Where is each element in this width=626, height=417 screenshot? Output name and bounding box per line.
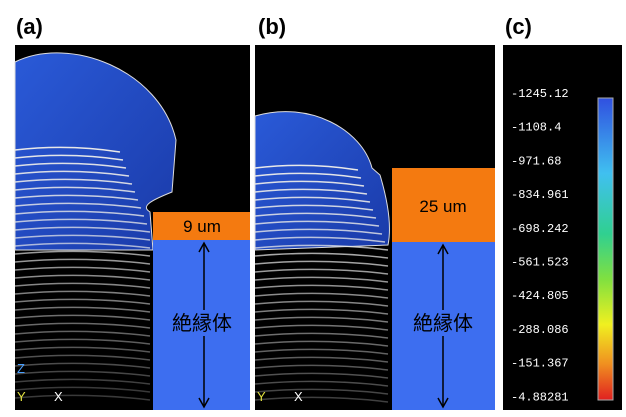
insulator-label: 絶縁体 [172, 312, 232, 335]
colorbar-label: -1108.4 [511, 121, 561, 135]
colorbar-label: -698.242 [511, 222, 569, 236]
colorbar-label: -4.88281 [511, 390, 569, 404]
panel-b: 25 um 絶縁体 Y X [255, 45, 495, 410]
colorbar-label: -834.961 [511, 188, 569, 202]
thickness-label: 9 um [183, 217, 221, 236]
panel-label: (b) [258, 14, 286, 39]
colorbar: -1245.12 -1108.4 -971.68 -834.961 -698.242 -5… [503, 45, 622, 410]
panel-label: (c) [505, 14, 532, 39]
axis-label: Y [257, 389, 266, 404]
colorbar-label: -288.086 [511, 323, 569, 337]
axis-label: X [54, 389, 63, 404]
figure: (a) (b) (c) 9 um 絶縁体 Z Y X 25 um 絶縁体 Y X [0, 0, 626, 417]
colorbar-label: -424.805 [511, 289, 569, 303]
axis-label: Z [17, 361, 25, 376]
axis-label: Y [17, 389, 26, 404]
colorbar-label: -1245.12 [511, 87, 569, 101]
colorbar-label: -151.367 [511, 357, 569, 371]
axis-label: X [294, 389, 303, 404]
panel-label: (a) [16, 14, 43, 39]
colorbar-label: -971.68 [511, 154, 561, 168]
thickness-label: 25 um [419, 197, 466, 216]
insulator-label: 絶縁体 [413, 312, 473, 335]
panel-a: 9 um 絶縁体 Z Y X [15, 45, 250, 410]
colorbar-label: -561.523 [511, 256, 569, 270]
